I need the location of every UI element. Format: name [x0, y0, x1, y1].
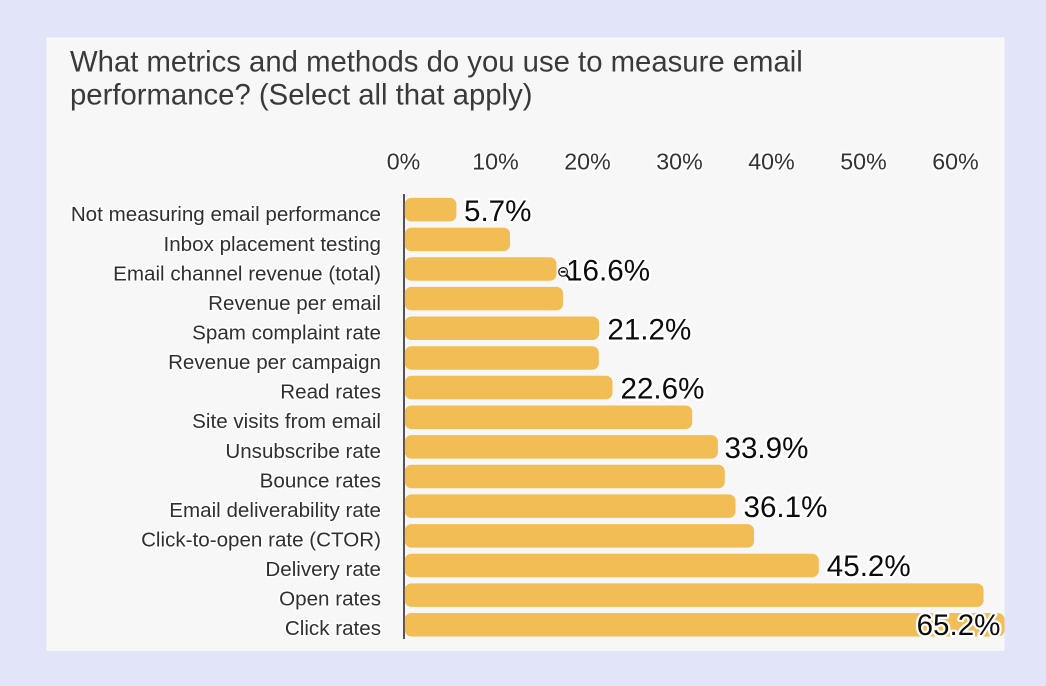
svg-text:Read rates: Read rates	[280, 381, 381, 404]
svg-text:22.6%: 22.6%	[621, 373, 705, 406]
svg-text:What metrics and methods do yo: What metrics and methods do you use to m…	[70, 46, 803, 79]
svg-text:65.2%: 65.2%	[917, 609, 1001, 642]
svg-text:60%: 60%	[932, 148, 978, 174]
svg-text:performance? (Select all that: performance? (Select all that apply)	[70, 79, 532, 112]
svg-text:36.1%: 36.1%	[744, 491, 828, 524]
svg-text:33.9%: 33.9%	[725, 432, 809, 465]
svg-text:Delivery rate: Delivery rate	[265, 558, 381, 581]
svg-text:21.2%: 21.2%	[607, 314, 691, 347]
svg-text:5.7%: 5.7%	[464, 195, 531, 228]
svg-text:30%: 30%	[656, 148, 702, 174]
svg-text:Bounce rates: Bounce rates	[260, 469, 381, 492]
svg-text:Not measuring email performanc: Not measuring email performance	[71, 203, 381, 226]
svg-text:Unsubscribe rate: Unsubscribe rate	[225, 440, 381, 463]
svg-text:Spam complaint rate: Spam complaint rate	[192, 322, 381, 345]
svg-text:10%: 10%	[472, 148, 518, 174]
svg-text:20%: 20%	[564, 148, 610, 174]
svg-text:Email channel revenue (total): Email channel revenue (total)	[113, 262, 381, 285]
svg-text:0%: 0%	[387, 148, 421, 174]
svg-text:Email deliverability rate: Email deliverability rate	[169, 499, 381, 522]
svg-text:Click-to-open rate (CTOR): Click-to-open rate (CTOR)	[141, 529, 381, 552]
svg-text:Revenue per email: Revenue per email	[208, 292, 381, 315]
svg-text:50%: 50%	[840, 148, 886, 174]
svg-text:Inbox placement testing: Inbox placement testing	[163, 233, 381, 256]
svg-text:Site visits from email: Site visits from email	[192, 410, 381, 433]
svg-text:Open rates: Open rates	[279, 588, 381, 611]
svg-text:16.6%: 16.6%	[566, 254, 650, 287]
svg-text:45.2%: 45.2%	[827, 550, 911, 583]
svg-text:Click rates: Click rates	[285, 617, 381, 640]
svg-text:40%: 40%	[748, 148, 794, 174]
svg-text:Revenue per campaign: Revenue per campaign	[168, 351, 381, 374]
